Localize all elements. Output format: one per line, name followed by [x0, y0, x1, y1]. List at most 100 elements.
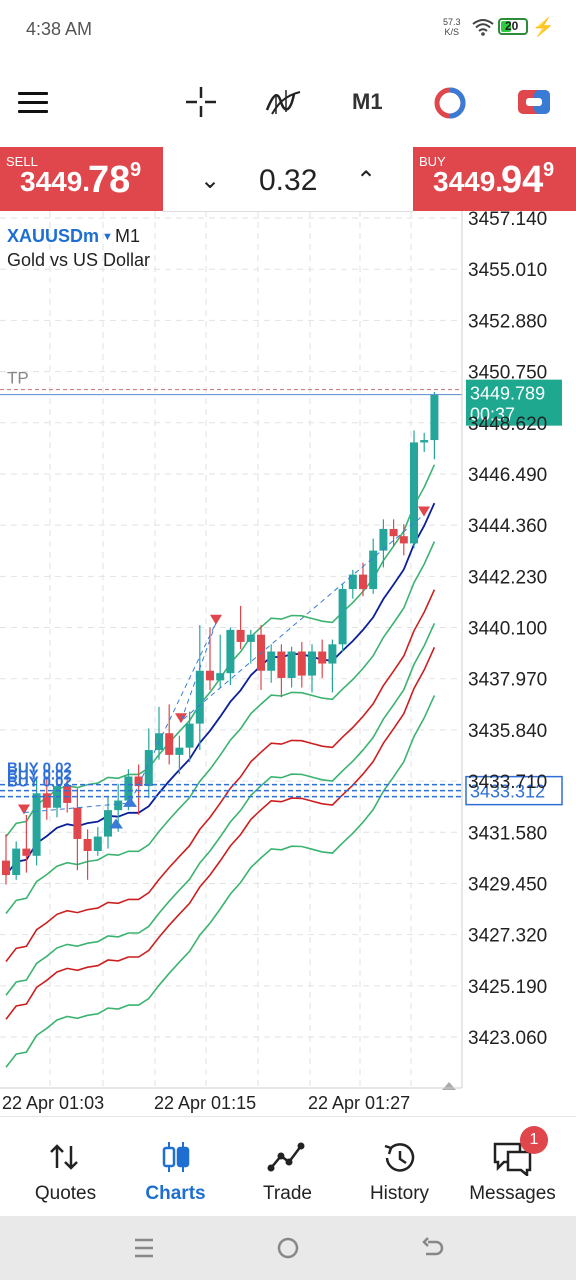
- candle-body: [379, 528, 388, 551]
- price-axis-label: 3455.010: [468, 260, 547, 281]
- candle-body: [12, 848, 21, 876]
- nav-messages-label: Messages: [469, 1183, 556, 1204]
- order-label: BUY 0.02: [7, 774, 72, 791]
- charts-icon: [162, 1142, 190, 1172]
- candle-body: [399, 536, 408, 544]
- price-axis-label: 3452.880: [468, 311, 547, 332]
- indicator-band-line: [5, 541, 436, 914]
- symbol-name[interactable]: XAUUSDm: [7, 226, 100, 246]
- buy-label: BUY: [419, 154, 446, 169]
- candle-body: [389, 528, 398, 537]
- candle-body: [359, 574, 367, 590]
- candle-body: [42, 793, 51, 808]
- price-axis-label: 3425.190: [468, 977, 547, 998]
- recent-apps-icon[interactable]: [132, 1236, 156, 1260]
- time-axis-label: 22 Apr 01:03: [2, 1093, 104, 1113]
- sell-arrow-icon: [210, 614, 222, 625]
- buy-button[interactable]: BUY 3449. 94 9: [413, 147, 576, 211]
- trade-connector-line: [23, 514, 425, 814]
- candle-body: [185, 723, 194, 748]
- nav-charts[interactable]: Charts: [118, 1116, 233, 1216]
- nav-charts-label: Charts: [145, 1183, 206, 1204]
- sell-arrow-icon: [18, 804, 30, 815]
- tp-label: TP: [7, 369, 29, 388]
- order-label: BUY 0.02: [7, 760, 72, 777]
- lot-increase-button[interactable]: ⌃: [356, 167, 377, 194]
- candle-body: [420, 440, 429, 443]
- nav-trade-label: Trade: [263, 1183, 312, 1204]
- price-axis-label: 3444.360: [468, 516, 547, 537]
- nav-history[interactable]: History: [342, 1116, 457, 1216]
- price-axis-label: 3435.840: [468, 721, 547, 742]
- indicator-icon[interactable]: [264, 86, 304, 118]
- chart-grid: [0, 211, 462, 1088]
- lot-size[interactable]: 0.32: [259, 164, 318, 197]
- messages-icon: [493, 1142, 532, 1176]
- candle-body: [63, 786, 72, 803]
- price-axis: 3457.140 3455.010 3452.880 3450.750 3448.620…: [0, 211, 547, 1089]
- nav-quotes-label: Quotes: [34, 1183, 97, 1204]
- sell-price-prefix: 3449.: [20, 166, 91, 197]
- candle-body: [165, 733, 174, 755]
- lot-decrease-button[interactable]: ⌄: [200, 167, 221, 194]
- buy-arrow-icon: [123, 796, 137, 807]
- time-axis-label: 22 Apr 01:15: [154, 1093, 256, 1113]
- nav-trade[interactable]: Trade: [230, 1116, 345, 1216]
- price-axis-label: 3442.230: [468, 567, 547, 588]
- indicator-band-line: [5, 646, 436, 1020]
- candle-body: [287, 651, 296, 678]
- candle-countdown: 00:37: [470, 405, 515, 425]
- back-icon[interactable]: [420, 1236, 444, 1260]
- candle-body: [114, 800, 123, 811]
- candle-body: [246, 634, 255, 642]
- sell-button[interactable]: SELL 3449. 78 9: [0, 147, 163, 211]
- buy-arrow-icon: [109, 818, 123, 829]
- current-price-tag: [466, 379, 562, 426]
- battery-level: [501, 21, 511, 32]
- candle-body: [226, 629, 235, 674]
- home-icon[interactable]: [276, 1236, 300, 1260]
- net-speed: 57.3 K/S: [443, 17, 461, 37]
- price-axis-label: 3429.450: [468, 874, 547, 895]
- candle-body: [369, 550, 378, 590]
- nav-quotes[interactable]: Quotes: [8, 1116, 123, 1216]
- candle-body: [318, 651, 327, 664]
- objects-icon[interactable]: [433, 86, 467, 120]
- candle-body: [195, 670, 204, 724]
- trade-icon: [267, 1142, 305, 1172]
- candle-body: [124, 776, 133, 801]
- price-axis-label: 3448.620: [468, 414, 547, 435]
- menu-icon[interactable]: [18, 92, 48, 114]
- price-axis-label: 3440.100: [468, 619, 547, 640]
- price-axis-label: 3450.750: [468, 363, 547, 384]
- symbol-timeframe: M1: [115, 226, 141, 246]
- buy-price-fraction: 9: [543, 159, 555, 181]
- candle-body: [277, 651, 286, 678]
- symbol-description: Gold vs US Dollar: [7, 250, 151, 270]
- one-click-trading-icon[interactable]: [516, 88, 552, 116]
- bottom-navigation: [0, 1116, 576, 1217]
- history-icon: [384, 1143, 415, 1172]
- timeframe-button[interactable]: M1: [352, 89, 383, 114]
- status-time: 4:38 AM: [26, 19, 93, 39]
- candle-body: [93, 836, 102, 851]
- price-axis-label: 3423.060: [468, 1028, 547, 1049]
- candle-body: [83, 838, 92, 851]
- price-axis-label: 3446.490: [468, 465, 547, 486]
- candle-body: [236, 629, 245, 642]
- charging-icon: ⚡: [532, 17, 555, 37]
- position-price-value: 3433.312: [470, 782, 545, 802]
- candle-body: [144, 750, 153, 787]
- indicator-band-line: [5, 622, 436, 996]
- candle-body: [430, 394, 439, 441]
- symbol-dropdown-icon[interactable]: ▼: [102, 231, 113, 243]
- crosshair-icon[interactable]: [184, 85, 218, 119]
- sell-arrow-icon: [418, 506, 430, 517]
- nav-messages[interactable]: Messages: [455, 1116, 570, 1216]
- candle-body: [297, 651, 306, 676]
- price-axis-label: 3427.320: [468, 926, 547, 947]
- indicator-band-line: [5, 589, 436, 962]
- net-speed-value: 57.3: [443, 17, 461, 27]
- messages-badge: 1: [520, 1126, 548, 1154]
